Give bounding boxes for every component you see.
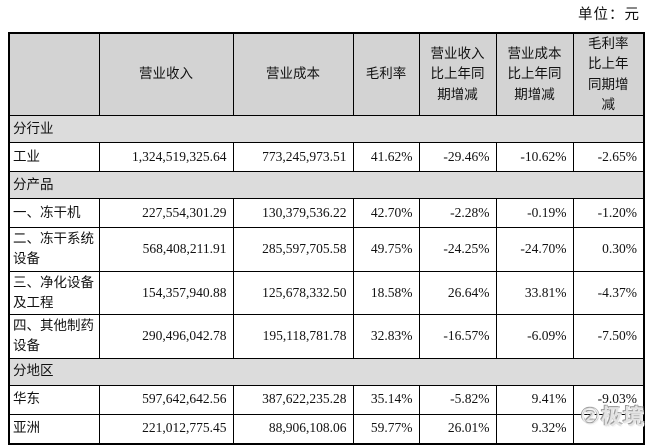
value-cell: 568,408,211.91 — [98, 227, 234, 272]
column-header: 营业收入比上年同期增减 — [418, 32, 497, 116]
unit-label: 单位：元 — [578, 7, 640, 23]
value-cell: -2.65% — [572, 142, 645, 172]
table-row: 二、冻干系统设备 568,408,211.91 285,597,705.58 49.7… — [8, 227, 645, 272]
table-row: 华东 597,642,642.56 387,622,235.28 35.14% -5.8… — [8, 384, 645, 415]
table-row: 四、其他制药设备 290,496,042.78 195,118,781.78 32.8… — [8, 314, 645, 359]
table-row: 工业 1,324,519,325.64 773,245,973.51 41.62% -2… — [8, 142, 645, 172]
value-cell: 9.41% — [495, 384, 574, 415]
value-cell: -5.82% — [418, 384, 497, 415]
column-header: 营业成本比上年同期增减 — [495, 32, 574, 116]
value-cell: -24.25% — [418, 227, 497, 272]
row-label: 二、冻干系统设备 — [8, 227, 100, 272]
value-cell: 18.58% — [352, 270, 420, 315]
value-cell: -1.20% — [572, 198, 645, 228]
table-row: 亚洲 221,012,775.45 88,906,108.06 59.77% 26.01… — [8, 413, 645, 444]
value-cell: -9.03% — [572, 384, 645, 415]
value-cell: 49.75% — [352, 227, 420, 272]
value-cell: -6.09% — [495, 314, 574, 359]
row-label: 四、其他制药设备 — [8, 314, 100, 359]
value-cell: 35.14% — [352, 384, 420, 415]
value-cell: 227,554,301.29 — [98, 198, 234, 228]
value-cell: 26.01% — [418, 413, 497, 444]
value-cell: -0.19% — [495, 198, 574, 228]
value-cell: 597,642,642.56 — [98, 384, 234, 415]
row-label: 工业 — [8, 142, 100, 172]
value-cell: -10.62% — [495, 142, 574, 172]
value-cell: -4.37% — [572, 270, 645, 315]
value-cell: 88,906,108.06 — [232, 413, 354, 444]
value-cell: 0.30% — [572, 227, 645, 272]
value-cell: 9.32% — [495, 413, 574, 444]
value-cell: 41.62% — [352, 142, 420, 172]
value-cell: 195,118,781.78 — [232, 314, 354, 359]
financial-table: 营业收入 营业成本 毛利率 营业收入比上年同期增减 营业成本比上年同期增减 毛利率比上年同… — [8, 32, 645, 445]
value-cell: -2.28% — [418, 198, 497, 228]
value-cell: -29.46% — [418, 142, 497, 172]
section-label: 分行业 — [8, 115, 645, 143]
value-cell: 130,379,536.22 — [232, 198, 354, 228]
section-label: 分地区 — [8, 357, 645, 386]
value-cell: 125,678,332.50 — [232, 270, 354, 315]
column-header: 营业成本 — [232, 32, 354, 116]
value-cell: 33.81% — [495, 270, 574, 315]
value-cell: -16.57% — [418, 314, 497, 359]
value-cell: 26.64% — [418, 270, 497, 315]
value-cell: 221,012,775.45 — [98, 413, 234, 444]
section-row: 分行业 — [8, 115, 645, 143]
value-cell: 154,357,940.88 — [98, 270, 234, 315]
column-header: 营业收入 — [98, 32, 234, 116]
value-cell — [572, 413, 645, 444]
value-cell: 42.70% — [352, 198, 420, 228]
value-cell: 285,597,705.58 — [232, 227, 354, 272]
value-cell: 1,324,519,325.64 — [98, 142, 234, 172]
row-label: 亚洲 — [8, 413, 100, 444]
value-cell: 32.83% — [352, 314, 420, 359]
column-header: 毛利率 — [352, 32, 420, 116]
value-cell: 59.77% — [352, 413, 420, 444]
column-header — [8, 32, 100, 116]
table-body: 分行业 工业 1,324,519,325.64 773,245,973.51 41.62… — [8, 115, 645, 444]
section-row: 分地区 — [8, 357, 645, 386]
row-label: 华东 — [8, 384, 100, 415]
row-label: 一、冻干机 — [8, 198, 100, 228]
table-row: 三、净化设备及工程 154,357,940.88 125,678,332.50 18.… — [8, 270, 645, 315]
header-row: 营业收入 营业成本 毛利率 营业收入比上年同期增减 营业成本比上年同期增减 毛利率比上年同… — [8, 32, 645, 116]
row-label: 三、净化设备及工程 — [8, 270, 100, 315]
table-row: 一、冻干机 227,554,301.29 130,379,536.22 42.70% -… — [8, 198, 645, 228]
value-cell: -7.50% — [572, 314, 645, 359]
value-cell: 773,245,973.51 — [232, 142, 354, 172]
column-header: 毛利率比上年同期增减 — [572, 32, 645, 116]
section-row: 分产品 — [8, 171, 645, 199]
section-label: 分产品 — [8, 171, 645, 199]
value-cell: 387,622,235.28 — [232, 384, 354, 415]
value-cell: 290,496,042.78 — [98, 314, 234, 359]
value-cell: -24.70% — [495, 227, 574, 272]
